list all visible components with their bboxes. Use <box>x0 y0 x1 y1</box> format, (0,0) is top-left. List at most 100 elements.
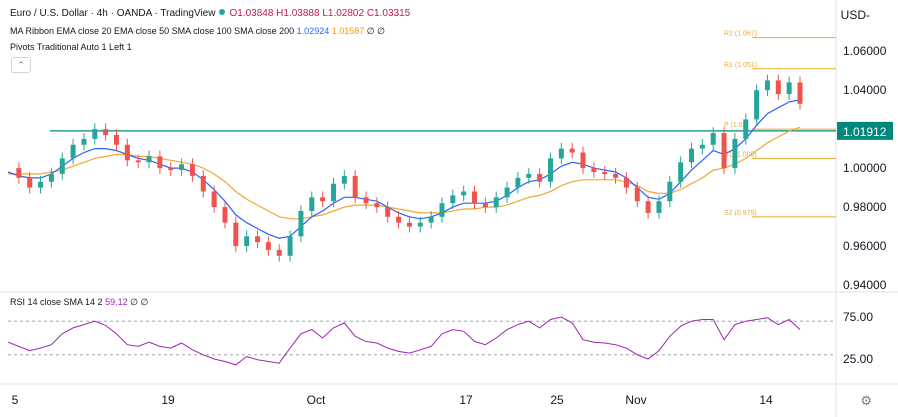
current-price-tag <box>837 121 893 140</box>
candle-body <box>341 175 347 184</box>
candle-body <box>710 133 716 145</box>
ma-tail: ∅ ∅ <box>366 26 385 36</box>
x-tick-label: 5 <box>12 393 19 407</box>
high-value: H1.03888 <box>276 8 320 19</box>
candle-body <box>103 129 109 135</box>
candle-body <box>764 80 770 91</box>
candle-body <box>678 162 684 182</box>
candle-body <box>482 203 488 208</box>
candle-body <box>233 222 239 247</box>
ma20-value: 1.02924 <box>296 26 330 36</box>
candle-body <box>168 168 174 171</box>
candle-body <box>472 191 478 204</box>
x-tick-label: 25 <box>550 393 564 407</box>
candle-body <box>537 173 543 182</box>
gear-icon[interactable]: ⚙ <box>860 393 872 408</box>
close-value: C1.03315 <box>366 8 411 19</box>
y-tick-label: 1.06000 <box>843 44 887 58</box>
candle-body <box>645 201 651 213</box>
market-status-dot <box>219 9 226 15</box>
ma-ribbon-label: MA Ribbon EMA close 20 EMA close 50 SMA … <box>10 26 295 36</box>
candle-body <box>797 82 803 104</box>
candle-body <box>558 148 564 159</box>
candle-body <box>439 203 445 217</box>
candle-body <box>754 90 760 120</box>
x-tick-label: 14 <box>759 393 773 407</box>
currency-selector[interactable]: USD- <box>840 8 870 22</box>
x-tick-label: 19 <box>161 393 175 407</box>
candle-body <box>287 236 293 256</box>
candle-body <box>330 183 336 202</box>
candle-body <box>27 177 33 188</box>
candle-body <box>634 187 640 202</box>
candle-body <box>428 216 434 223</box>
pivots-label: Pivots Traditional Auto 1 Left 1 <box>10 42 132 52</box>
candle-body <box>157 156 163 169</box>
candle-body <box>656 201 662 213</box>
chart-header: Euro / U.S. Dollar · 4h · OANDA · Tradin… <box>10 8 410 19</box>
candle-body <box>450 195 456 204</box>
candle-body <box>352 175 358 198</box>
candle-body <box>189 164 195 176</box>
candle-body <box>526 173 532 178</box>
symbol-title: Euro / U.S. Dollar · 4h · OANDA · Tradin… <box>10 8 216 19</box>
candle-body <box>298 210 304 237</box>
candle-body <box>309 197 315 211</box>
candle-body <box>504 187 510 198</box>
candle-body <box>200 175 206 192</box>
candle-body <box>113 134 119 145</box>
ma-ribbon-legend[interactable]: MA Ribbon EMA close 20 EMA close 50 SMA … <box>10 26 385 37</box>
candle-body <box>92 129 98 139</box>
candle-body <box>38 181 44 188</box>
candle-body <box>276 249 282 256</box>
candle-body <box>623 177 629 188</box>
candle-body <box>374 203 380 208</box>
candle-body <box>569 148 575 153</box>
collapse-legend-button[interactable]: ⌃ <box>11 57 31 73</box>
candle-body <box>493 197 499 208</box>
rsi-value: 59.12 <box>105 297 128 307</box>
candle-body <box>591 168 597 173</box>
candle-body <box>547 158 553 182</box>
rsi-legend[interactable]: RSI 14 close SMA 14 2 59.12 ∅ ∅ <box>10 297 148 308</box>
candle-body <box>417 222 423 227</box>
y-tick-label: 1.00000 <box>843 161 887 175</box>
candle-body <box>135 160 141 163</box>
y-tick-label: 0.98000 <box>843 200 887 214</box>
candle-body <box>602 172 608 174</box>
candle-body <box>146 156 152 163</box>
rsi-line <box>7 316 801 366</box>
candle-body <box>124 144 130 161</box>
candle-body <box>48 173 54 182</box>
candle-body <box>743 119 749 139</box>
candle-body <box>406 222 412 227</box>
candle-body <box>385 207 391 217</box>
rsi-label: RSI 14 close SMA 14 2 <box>10 297 103 307</box>
rsi-tick-label: 75.00 <box>843 310 873 324</box>
candle-body <box>667 181 673 202</box>
candle-body <box>320 197 326 202</box>
x-tick-label: Nov <box>625 393 646 407</box>
candle-body <box>16 168 22 178</box>
x-tick-label: Oct <box>307 393 326 407</box>
candle-body <box>786 82 792 95</box>
candle-body <box>732 138 738 169</box>
x-tick-label: 17 <box>459 393 473 407</box>
candle-body <box>59 158 65 174</box>
current-price-label: 1.01912 <box>843 125 887 139</box>
low-value: L1.02802 <box>322 8 365 19</box>
candle-body <box>222 207 228 223</box>
candle-body <box>396 216 402 223</box>
pivot-label: P (1.02) <box>724 122 749 129</box>
candle-body <box>265 242 271 250</box>
candle-body <box>721 133 727 169</box>
y-tick-label: 1.04000 <box>843 83 887 97</box>
candle-body <box>211 191 217 208</box>
pivots-legend[interactable]: Pivots Traditional Auto 1 Left 1 <box>10 42 132 52</box>
candle-body <box>363 197 369 204</box>
candle-body <box>580 152 586 169</box>
currency-label: USD <box>840 8 866 22</box>
candle-body <box>81 138 87 145</box>
